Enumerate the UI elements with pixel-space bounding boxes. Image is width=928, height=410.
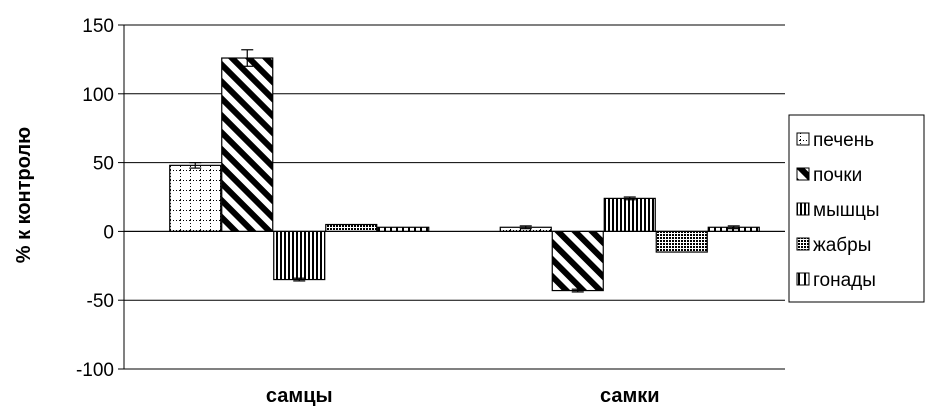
y-tick-label: 150 [82, 16, 114, 37]
legend-swatch [796, 237, 810, 251]
bar-жабры-самцы [325, 223, 378, 233]
bar-почки-самцы [221, 57, 274, 233]
legend-swatch [796, 132, 810, 146]
x-category-label: самки [600, 385, 660, 407]
bar-мышцы-самки [603, 197, 656, 233]
legend-label: печень [813, 130, 874, 151]
x-category-label: самцы [266, 385, 333, 407]
bar-гонады-самцы [377, 226, 430, 233]
bar-почки-самки [551, 230, 604, 292]
bar-печень-самцы [169, 164, 222, 233]
bar-жабры-самки [655, 230, 708, 253]
y-tick-label: 100 [82, 85, 114, 106]
legend-swatch [796, 202, 810, 216]
legend-label: почки [813, 165, 862, 186]
plot-area: 150 100 50 0 -50 -100 самцы самки [76, 16, 785, 407]
legend-box [788, 114, 925, 303]
y-tick-label: -100 [76, 360, 114, 381]
bar-мышцы-самцы [273, 230, 326, 281]
legend-label: гонады [813, 270, 876, 291]
y-axis-label: % к контролю [13, 127, 35, 263]
legend-swatch [796, 167, 810, 181]
legend-label: жабры [813, 235, 871, 256]
legend: печень почки мышцы жабры гонады [788, 114, 925, 303]
y-tick-label: 50 [93, 154, 114, 175]
y-tick-label: -50 [87, 291, 114, 312]
y-tick-label: 0 [103, 222, 114, 243]
legend-label: мышцы [813, 200, 880, 221]
legend-swatch [796, 272, 810, 286]
